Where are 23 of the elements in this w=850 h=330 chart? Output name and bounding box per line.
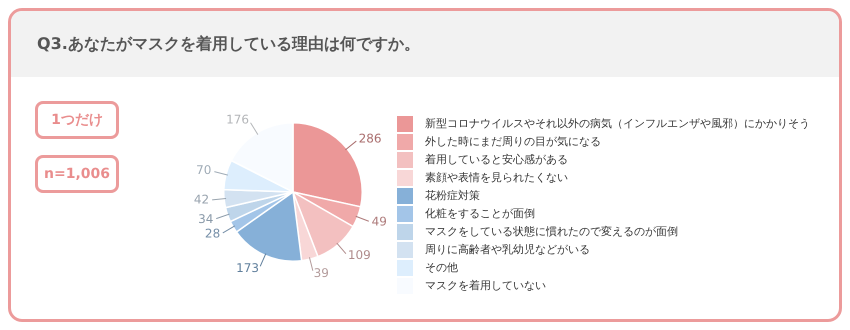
legend-label: マスクを着用していない: [425, 278, 546, 293]
data-label: 42: [194, 192, 210, 206]
legend-label: 外した時にまだ周りの目が気になる: [425, 134, 601, 149]
data-label: 39: [314, 266, 329, 280]
legend-label: 化粧をすることが面倒: [425, 206, 535, 221]
data-label: 34: [198, 212, 214, 226]
text: 1つだけ: [35, 101, 119, 139]
data-label: 176: [226, 112, 249, 126]
data-label: 28: [204, 226, 220, 241]
legend-label: 周りに高齢者や乳幼児などがいる: [425, 242, 590, 257]
text: n=1,006: [35, 155, 119, 193]
chart-title: Q3.あなたがマスクを着用している理由は何ですか。: [11, 11, 839, 77]
legend-label: マスクをしている状態に慣れたので変えるのが面倒: [425, 224, 678, 239]
data-label: 173: [236, 261, 260, 276]
legend-label: その他: [425, 260, 458, 275]
data-label: 109: [348, 248, 371, 262]
legend-label: 新型コロナウイルスやそれ以外の病気（インフルエンザや風邪）にかかりそう: [425, 116, 810, 131]
data-label: 70: [196, 163, 212, 178]
data-label: 49: [372, 214, 387, 228]
legend-label: 花粉症対策: [425, 188, 480, 203]
data-label: 286: [358, 131, 382, 146]
legend-label: 着用していると安心感がある: [425, 152, 568, 167]
legend-label: 素顔や表情を見られたくない: [425, 170, 568, 185]
